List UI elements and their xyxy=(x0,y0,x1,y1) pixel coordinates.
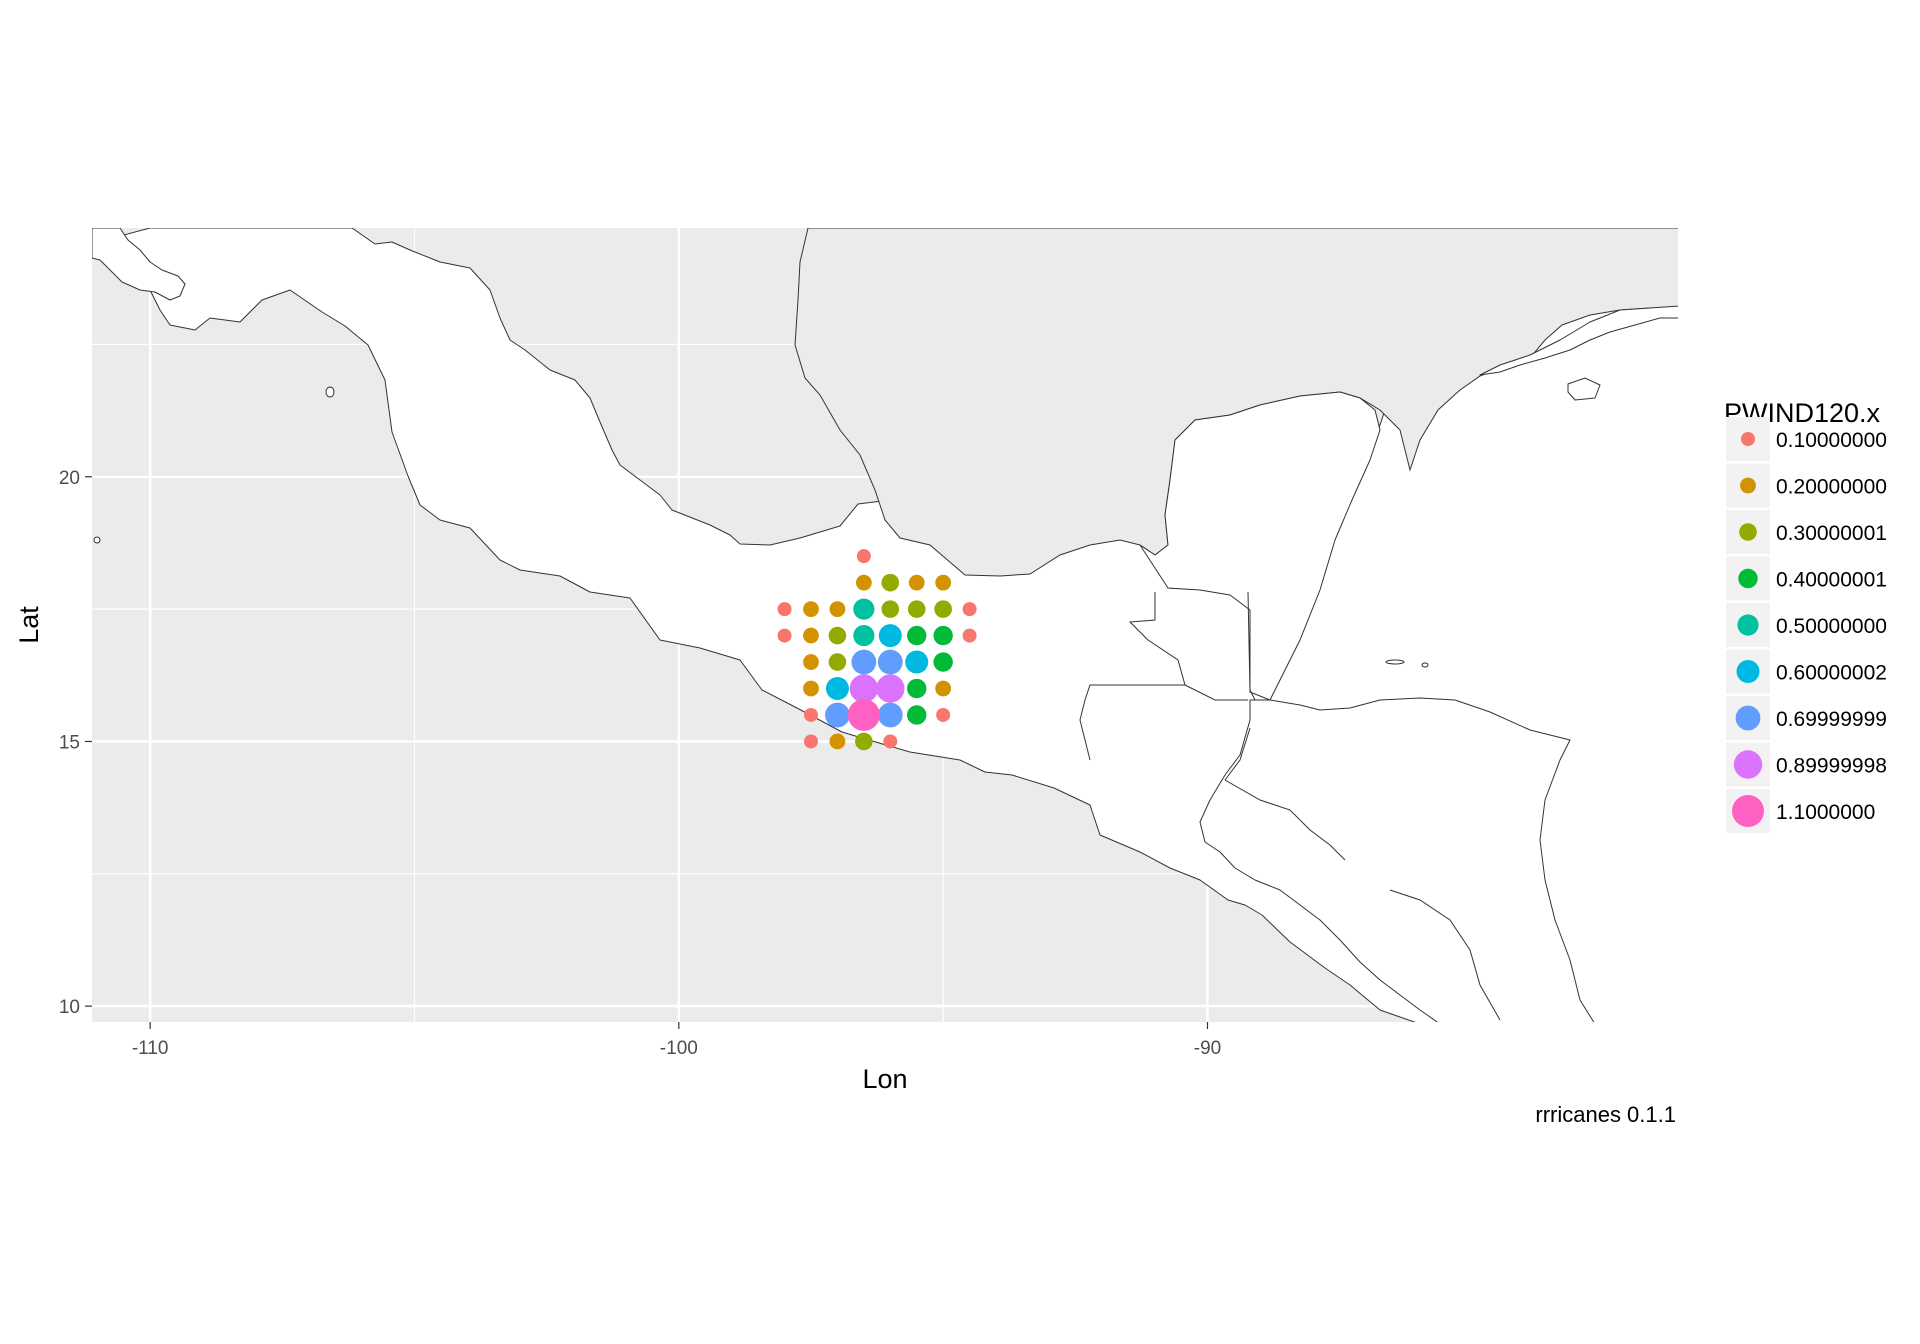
x-axis: -110 -100 -90 xyxy=(132,1022,1221,1059)
legend-key xyxy=(1741,432,1755,446)
caption: rrricanes 0.1.1 xyxy=(1535,1102,1676,1127)
legend-label: 0.30000001 xyxy=(1776,522,1887,545)
data-point xyxy=(907,678,927,699)
data-point xyxy=(803,680,819,697)
legend-label: 0.89999998 xyxy=(1776,755,1887,778)
data-point xyxy=(881,600,900,618)
legend-key xyxy=(1737,614,1759,636)
data-point xyxy=(876,674,905,703)
isla-de-la-juventud xyxy=(1567,377,1601,401)
data-point xyxy=(855,732,873,751)
island xyxy=(1385,659,1405,665)
cuba xyxy=(1479,305,1678,376)
legend-key xyxy=(1736,660,1760,683)
legend-label: 1.1000000 xyxy=(1776,801,1875,824)
data-point xyxy=(828,653,847,671)
y-tick-label: 15 xyxy=(59,732,80,753)
island xyxy=(93,536,101,544)
data-point xyxy=(828,626,847,645)
data-point xyxy=(803,707,818,722)
data-point xyxy=(936,707,951,722)
honduras-nicaragua xyxy=(1199,697,1595,1022)
data-point xyxy=(962,602,977,617)
data-point xyxy=(905,650,929,674)
y-axis-title: Lat xyxy=(14,606,44,644)
data-point xyxy=(847,698,880,731)
data-point xyxy=(777,628,792,643)
data-point xyxy=(935,574,952,591)
data-point xyxy=(908,574,925,591)
data-point xyxy=(829,733,846,750)
country-borders xyxy=(1079,591,1501,1021)
data-point xyxy=(934,600,952,618)
data-point xyxy=(877,649,903,675)
legend-key xyxy=(1733,750,1763,779)
data-point xyxy=(803,627,819,644)
legend-label: 0.60000002 xyxy=(1776,662,1887,685)
data-point xyxy=(777,602,792,617)
data-point xyxy=(803,601,819,618)
legend-key xyxy=(1740,477,1756,494)
points-layer xyxy=(777,549,977,751)
land-layer xyxy=(92,228,1678,1022)
data-point xyxy=(933,625,953,646)
legend-label: 0.10000000 xyxy=(1776,429,1887,452)
data-point xyxy=(877,702,903,728)
data-point xyxy=(907,705,927,725)
island xyxy=(325,386,335,398)
legend-label: 0.40000001 xyxy=(1776,569,1887,592)
data-point xyxy=(962,628,977,643)
data-point xyxy=(825,677,849,701)
x-tick-label: -100 xyxy=(660,1038,698,1059)
data-point xyxy=(935,680,952,697)
yucatan-peninsula xyxy=(1139,391,1381,711)
data-point xyxy=(933,652,953,672)
data-point xyxy=(853,598,875,620)
x-tick-label: -110 xyxy=(132,1038,169,1059)
data-point xyxy=(829,601,846,618)
y-axis: 10 15 20 xyxy=(59,468,92,1018)
x-axis-title: Lon xyxy=(862,1064,907,1094)
data-point xyxy=(853,624,875,647)
legend: 0.10000000 0.20000000 0.30000001 0.40000001… xyxy=(1726,417,1887,833)
data-point xyxy=(849,674,879,703)
legend-label: 0.20000000 xyxy=(1776,476,1887,499)
legend-label: 0.69999999 xyxy=(1776,708,1887,731)
baja-california xyxy=(92,228,186,301)
data-point xyxy=(883,734,898,749)
legend-label: 0.50000000 xyxy=(1776,615,1887,638)
legend-key xyxy=(1739,523,1757,541)
data-point xyxy=(825,702,850,728)
data-point xyxy=(803,734,818,749)
data-point xyxy=(856,549,871,564)
data-point xyxy=(878,624,902,648)
data-point xyxy=(881,573,900,592)
island xyxy=(1421,662,1429,668)
data-point xyxy=(855,574,872,591)
legend-key xyxy=(1738,568,1758,589)
data-point xyxy=(851,649,877,675)
data-point xyxy=(907,600,926,618)
y-tick-label: 10 xyxy=(59,997,80,1018)
y-tick-label: 20 xyxy=(59,468,80,489)
x-tick-label: -90 xyxy=(1194,1038,1221,1059)
legend-key xyxy=(1735,705,1761,731)
legend-key xyxy=(1732,795,1764,827)
data-point xyxy=(907,625,927,646)
data-point xyxy=(803,654,819,670)
